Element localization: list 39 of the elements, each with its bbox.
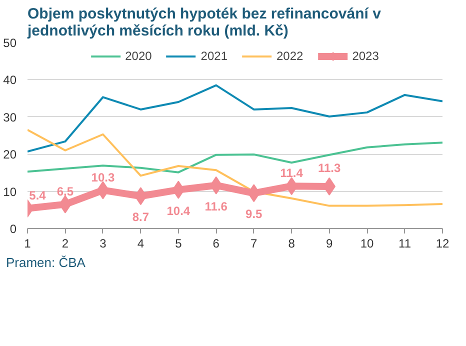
data-label: 5.4 [29,188,46,203]
data-label: 11.3 [318,161,341,176]
text: Pramen: ČBA [6,254,86,272]
legend-label: 2020 [125,49,152,63]
data-label: 6.5 [56,184,74,198]
x-tick-label: 10 [360,236,374,250]
y-tick-label: 30 [3,110,17,124]
legend-label: 2023 [352,49,379,63]
x-tick-label: 6 [212,236,220,250]
y-tick-label: 10 [3,184,17,199]
x-tick-label: 2 [62,236,69,250]
x-tick-label: 1 [24,236,32,250]
point [248,184,260,202]
point [96,181,110,200]
data-label: 8.7 [132,210,150,224]
x-tick-label: 12 [436,236,450,250]
chart-title: Objem poskytnutých hypoték bez refinancování v jednotlivých měsících roku (mld. Kč) [26,6,382,40]
x-tick-label: 3 [100,236,107,250]
data-label: 9.5 [246,207,263,222]
point [285,177,298,196]
x-tick-label: 11 [398,236,412,250]
data-label: 11.6 [204,199,228,214]
data-label: 10.4 [166,204,190,218]
x-tick-label: 7 [250,236,258,250]
x-tick-label: 4 [137,236,144,250]
data-label: 10.3 [91,170,115,184]
legend-label: 2021 [200,49,228,63]
y-tick-label: 40 [3,73,17,88]
x-tick-label: 8 [288,236,296,250]
y-tick-label: 50 [3,36,17,50]
y-tick-label: 20 [3,148,17,162]
point [172,180,185,199]
line-series [28,84,442,152]
legend-label: 2022 [276,49,304,63]
point [210,176,222,194]
y-tick-label: 0 [10,222,17,236]
x-tick-label: 9 [326,236,333,250]
x-tick-label: 5 [175,236,182,250]
data-label: 11.4 [280,166,304,180]
